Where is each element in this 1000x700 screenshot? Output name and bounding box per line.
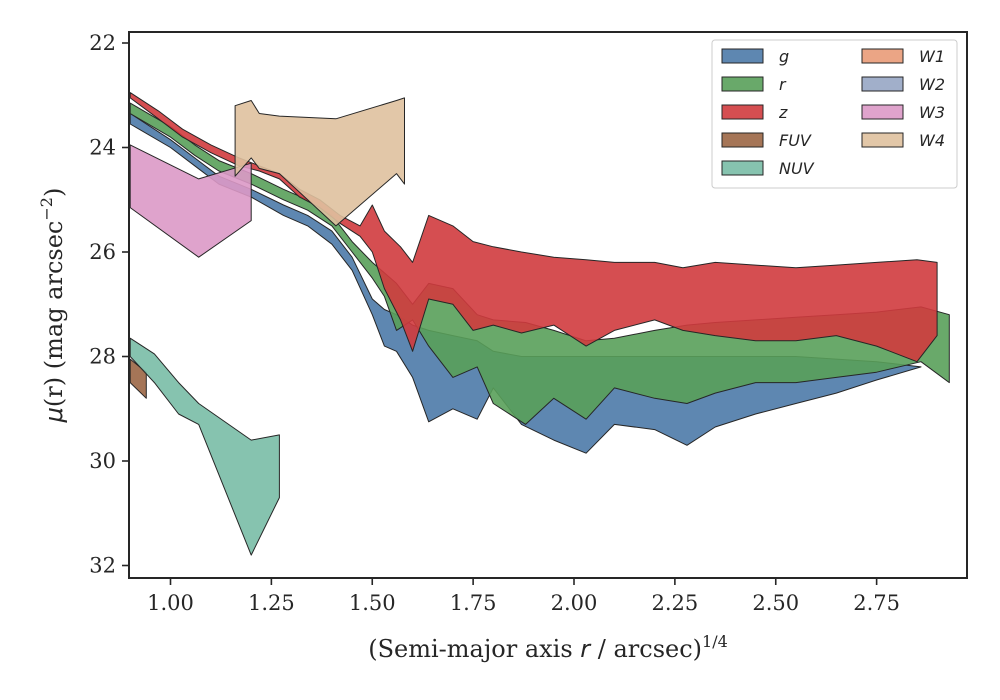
y-tick-label: 22	[89, 31, 116, 55]
y-axis-title-exponent: −2	[37, 197, 56, 221]
y-tick-label: 28	[89, 345, 116, 369]
legend-swatch-w1	[861, 48, 904, 64]
x-axis-title-var: r	[580, 635, 592, 663]
legend-label-fuv: FUV	[779, 131, 812, 150]
y-axis-title: μ(r) (mag arcsec−2)	[37, 188, 68, 424]
band-w3	[129, 144, 252, 258]
legend-label-w3: W3	[919, 103, 945, 122]
x-tick-label: 1.25	[248, 591, 295, 615]
x-tick-label: 2.00	[551, 591, 598, 615]
band-z	[129, 92, 938, 363]
legend-swatch-w4	[861, 132, 904, 148]
data-bands	[129, 92, 950, 556]
legend-label-w2: W2	[919, 75, 945, 94]
x-axis: 1.00 1.25 1.50 1.75 2.00 2.25 2.50 2.75	[147, 578, 900, 615]
legend: grz FUV NUV W1 W2 W3 W4	[711, 39, 958, 189]
legend-label-w1: W1	[919, 47, 945, 66]
x-tick-label: 2.25	[651, 591, 698, 615]
legend-swatch-nuv	[721, 160, 764, 176]
band-nuv	[129, 337, 280, 556]
plot-frame	[128, 31, 968, 579]
y-axis: 22 24 26 28 30 32	[89, 31, 129, 578]
x-tick-label: 1.75	[450, 591, 497, 615]
y-axis-title-symbol: μ	[40, 407, 68, 423]
legend-swatch-fuv	[721, 132, 764, 148]
x-axis-title-main: (Semi-major axis	[368, 635, 580, 663]
x-tick-label: 1.00	[147, 591, 194, 615]
legend-swatch-w3	[861, 104, 904, 120]
legend-label-nuv: NUV	[779, 159, 815, 178]
legend-swatch-g	[721, 48, 764, 64]
x-axis-title-exponent: 1/4	[702, 632, 728, 651]
x-tick-label: 1.50	[349, 591, 396, 615]
legend-swatch-z	[721, 104, 764, 120]
legend-label-z: z	[778, 103, 788, 122]
x-tick-label: 2.75	[853, 591, 900, 615]
y-tick-label: 30	[89, 449, 116, 473]
legend-swatch-r	[721, 76, 764, 92]
y-tick-label: 26	[89, 240, 116, 264]
x-tick-label: 2.50	[752, 591, 799, 615]
band-w4	[234, 97, 405, 227]
legend-label-r: r	[779, 75, 787, 94]
legend-swatch-w2	[861, 76, 904, 92]
y-tick-label: 32	[89, 554, 116, 578]
legend-label-w4: W4	[919, 131, 945, 150]
legend-label-g: g	[779, 47, 789, 66]
x-axis-title: (Semi-major axis r / arcsec)1/4	[368, 632, 728, 663]
y-axis-title-main: (r) (mag arcsec	[40, 221, 68, 407]
y-tick-label: 24	[89, 136, 116, 160]
x-axis-title-unit: / arcsec)	[590, 635, 702, 663]
y-axis-title-close: )	[40, 188, 68, 197]
